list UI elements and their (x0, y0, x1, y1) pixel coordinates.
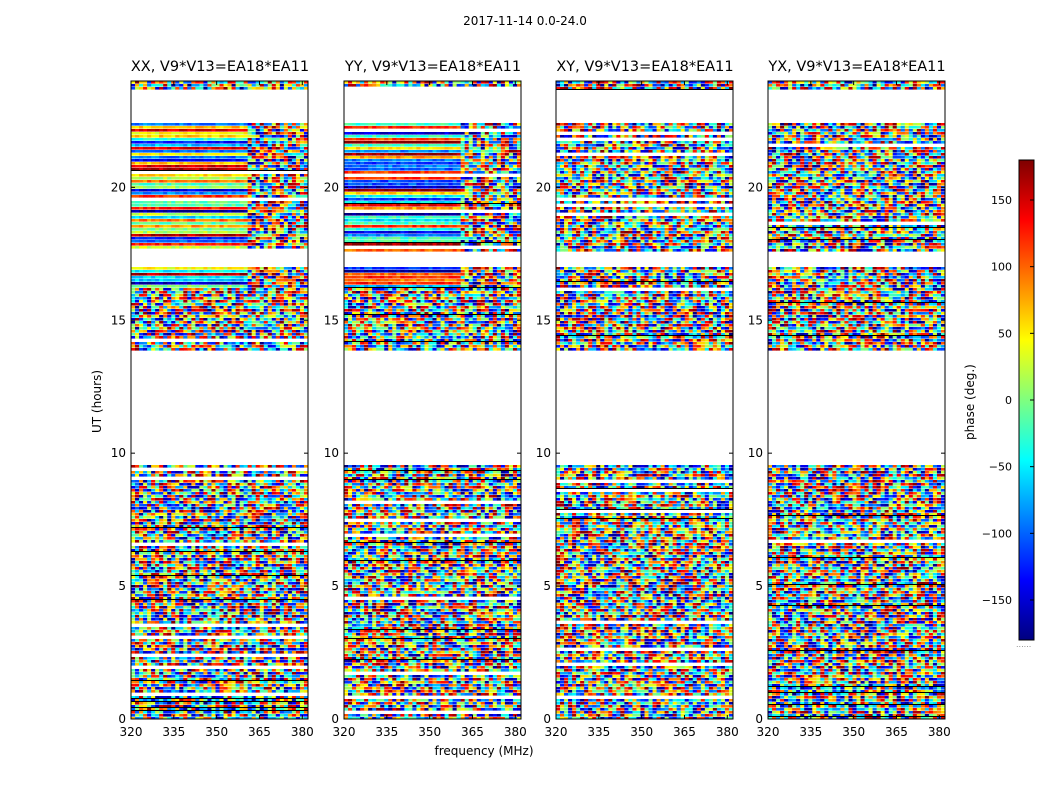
x-tick-label: 365 (461, 725, 484, 739)
x-tick-label: 320 (757, 725, 780, 739)
colorbar-label: phase (deg.) (963, 364, 977, 440)
y-tick-label: 10 (748, 446, 763, 460)
x-tick-label: 350 (418, 725, 441, 739)
y-tick-label: 5 (118, 579, 126, 593)
x-tick-label: 380 (928, 725, 951, 739)
panel-frame (767, 80, 946, 720)
colorbar-tick-label: 150 (991, 194, 1012, 207)
x-tick-label: 335 (162, 725, 185, 739)
x-tick-label: 350 (205, 725, 228, 739)
y-tick-label: 15 (111, 313, 126, 327)
y-tick-label: 10 (111, 446, 126, 460)
y-tick-label: 5 (331, 579, 339, 593)
x-tick-label: 365 (885, 725, 908, 739)
panel-title-xx: XX, V9*V13=EA18*EA11 (105, 59, 335, 75)
panel-frame (555, 80, 734, 720)
x-tick-label: 335 (587, 725, 610, 739)
y-tick-label: 10 (536, 446, 551, 460)
y-tick-label: 20 (111, 180, 126, 194)
colorbar-tick-label: −100 (982, 527, 1012, 540)
x-tick-label: 350 (842, 725, 865, 739)
y-tick-label: 0 (543, 712, 551, 726)
heatmap-image (768, 81, 945, 719)
heatmap-image (131, 81, 308, 719)
heatmap-image (556, 81, 733, 719)
colorbar-tick-label: 100 (991, 261, 1012, 274)
y-tick-label: 5 (543, 579, 551, 593)
x-tick-label: 380 (291, 725, 314, 739)
colorbar-tick-label: −150 (982, 594, 1012, 607)
y-tick-label: 10 (324, 446, 339, 460)
panel-frame (343, 80, 522, 720)
y-axis-label: UT (hours) (90, 370, 104, 433)
colorbar-footer: ...... (1016, 640, 1031, 649)
x-tick-label: 335 (799, 725, 822, 739)
y-tick-label: 0 (118, 712, 126, 726)
panel-frame (130, 80, 309, 720)
y-tick-label: 15 (324, 313, 339, 327)
panel-1: 320 335 350 365 380 0 5 10 15 20 (324, 80, 527, 739)
panel-0: 320 335 350 365 380 0 5 10 15 20 (111, 80, 314, 739)
panel-2: 320 335 350 365 380 0 5 10 15 20 (536, 80, 739, 739)
y-tick-label: 5 (755, 579, 763, 593)
x-tick-label: 380 (504, 725, 527, 739)
x-tick-label: 320 (333, 725, 356, 739)
panel-title-yy: YY, V9*V13=EA18*EA11 (318, 59, 548, 75)
colorbar: 150 100 50 0 −50 −100 −150 (982, 159, 1035, 641)
colorbar-tick-label: 50 (998, 327, 1012, 340)
x-tick-label: 365 (248, 725, 271, 739)
x-tick-label: 335 (375, 725, 398, 739)
y-tick-label: 0 (331, 712, 339, 726)
x-tick-label: 380 (716, 725, 739, 739)
y-tick-label: 0 (755, 712, 763, 726)
heatmap-image (344, 81, 521, 719)
x-tick-label: 320 (120, 725, 143, 739)
panel-title-yx: YX, V9*V13=EA18*EA11 (742, 59, 972, 75)
y-tick-label: 20 (748, 180, 763, 194)
colorbar-tick-label: 0 (1005, 394, 1012, 407)
x-axis-label: frequency (MHz) (284, 744, 684, 758)
panel-title-xy: XY, V9*V13=EA18*EA11 (530, 59, 760, 75)
y-tick-label: 20 (536, 180, 551, 194)
y-tick-label: 20 (324, 180, 339, 194)
y-tick-label: 15 (748, 313, 763, 327)
figure-suptitle: 2017-11-14 0.0-24.0 (0, 14, 1050, 28)
x-tick-label: 365 (673, 725, 696, 739)
y-tick-label: 15 (536, 313, 551, 327)
x-tick-label: 350 (630, 725, 653, 739)
x-tick-label: 320 (545, 725, 568, 739)
panel-3: 320 335 350 365 380 0 5 10 15 20 (748, 80, 951, 739)
colorbar-tick-label: −50 (989, 461, 1012, 474)
